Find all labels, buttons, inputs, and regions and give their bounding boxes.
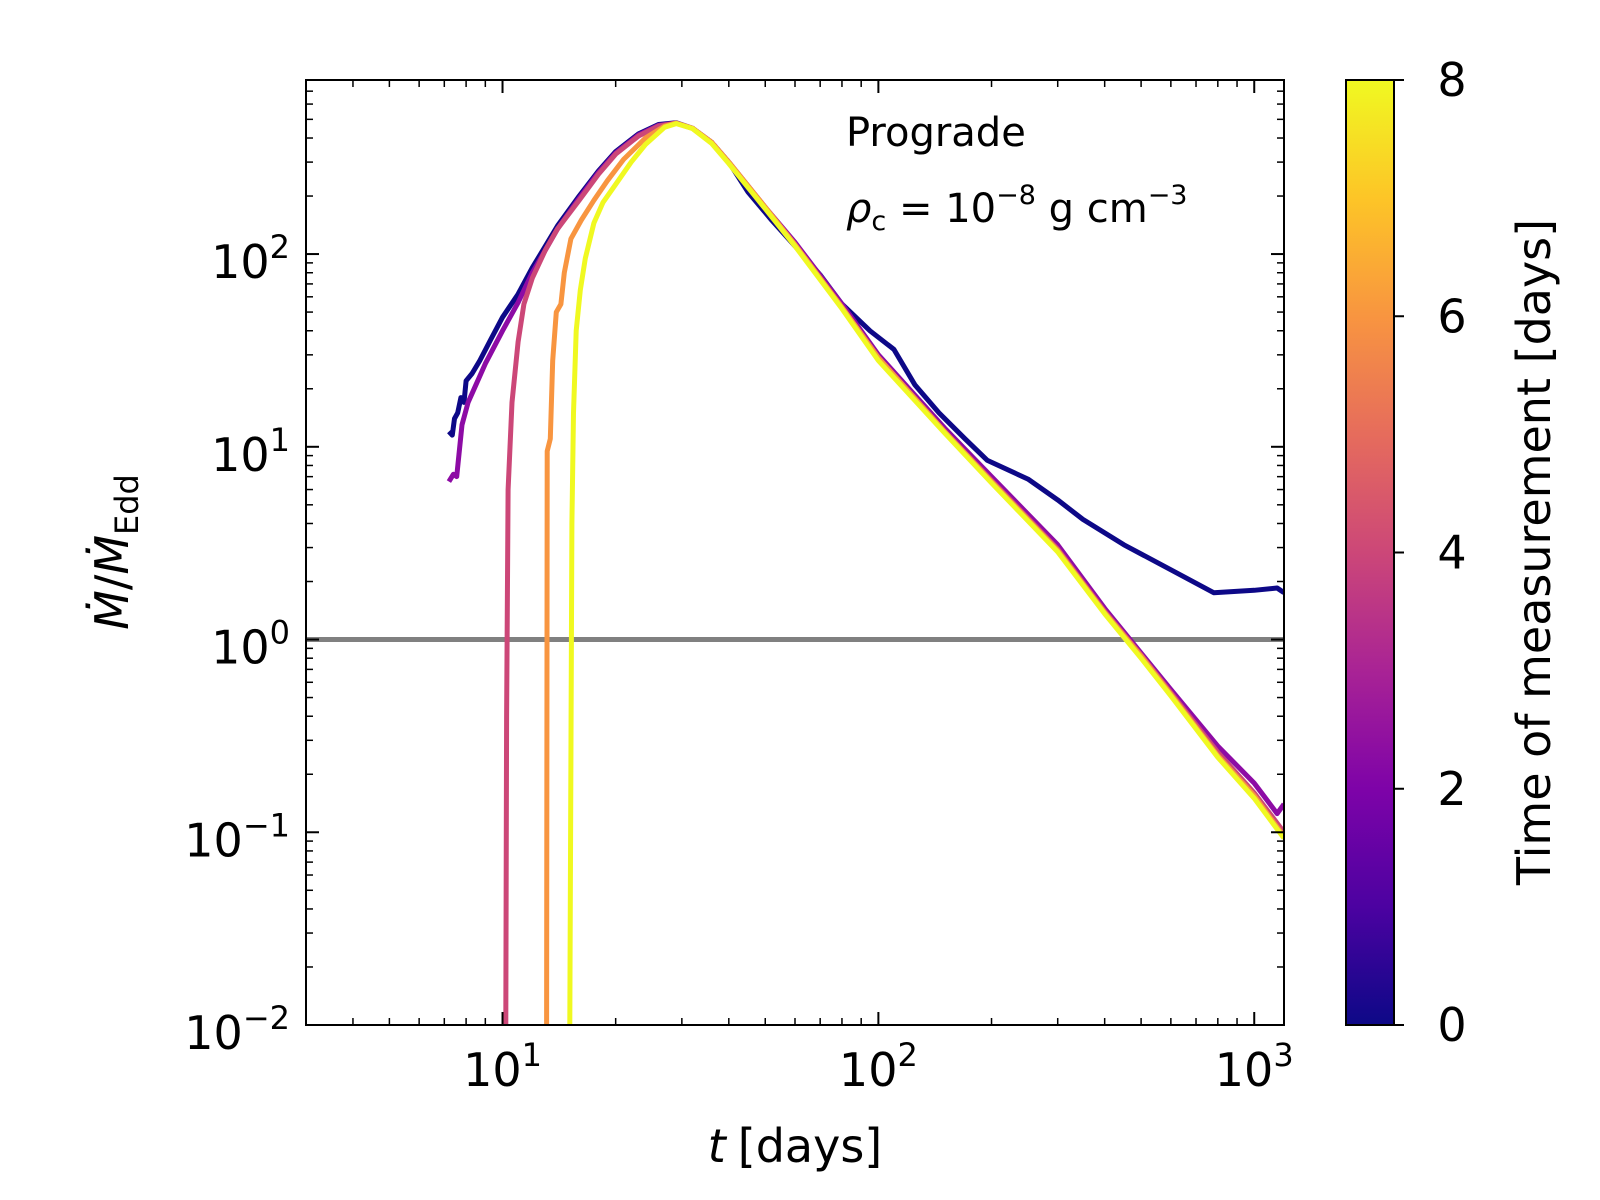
annotation-density: ρc = 10−8 g cm−3	[846, 180, 1188, 237]
x-tick-label: 101	[463, 1036, 542, 1097]
series-group	[446, 120, 1284, 1025]
colorbar-label: Time of measurement [days]	[1507, 219, 1561, 886]
colorbar-tick-label: 8	[1437, 53, 1466, 107]
colorbar-tick-label: 4	[1437, 526, 1466, 580]
y-axis-label: Ṁ/ṀEdd	[85, 474, 146, 630]
x-tick-labels: 101 102 103	[463, 1036, 1294, 1097]
y-tick-label: 10−1	[184, 806, 290, 867]
plot-frame	[305, 79, 1285, 1026]
y-tick-label: 102	[211, 228, 290, 289]
colorbar-tick-label: 0	[1437, 998, 1466, 1052]
annotation-prograde: Prograde	[846, 110, 1026, 156]
colorbar	[1345, 79, 1395, 1026]
series-line-3	[544, 120, 1284, 1025]
y-tick-label: 10−2	[184, 999, 290, 1060]
y-tick-labels: 10−2 10−1 100 101 102	[184, 228, 290, 1060]
series-line-4	[567, 121, 1284, 1025]
x-tick-label: 103	[1215, 1036, 1294, 1097]
series-line-2	[503, 120, 1284, 1025]
x-tick-label: 102	[839, 1036, 918, 1097]
major-ticks	[306, 80, 1284, 1026]
y-tick-label: 100	[211, 614, 290, 675]
colorbar-tick-label: 6	[1437, 289, 1466, 343]
y-tick-label: 101	[211, 421, 290, 482]
colorbar-tick-label: 2	[1437, 762, 1466, 816]
x-axis-label: t [days]	[708, 1119, 883, 1173]
colorbar-ticks: 0 2 4 6 8	[1394, 53, 1467, 1052]
